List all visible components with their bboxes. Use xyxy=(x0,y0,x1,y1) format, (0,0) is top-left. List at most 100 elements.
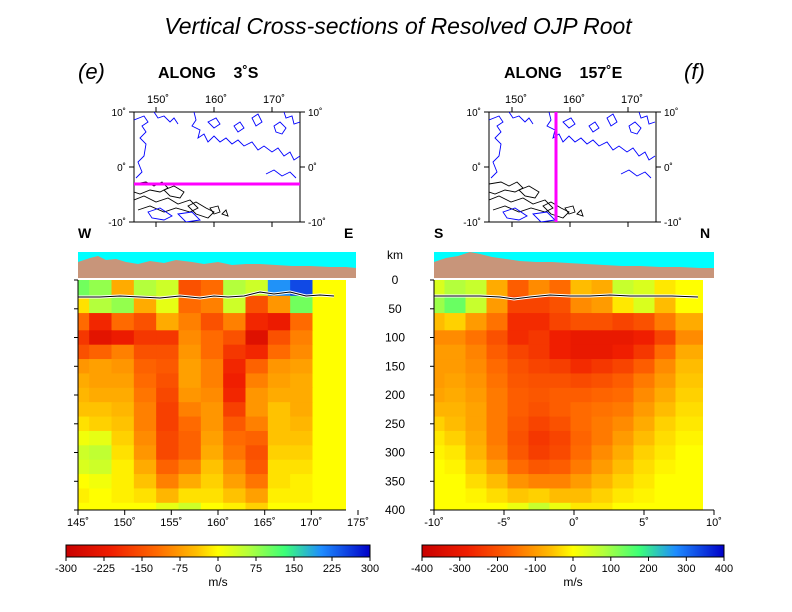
panel-e-letter: (e) xyxy=(78,59,105,84)
inset-f-right-tick: -10˚ xyxy=(664,217,682,229)
heatmap-cell xyxy=(312,474,346,490)
heatmap-cell xyxy=(133,502,157,510)
heatmap-cell xyxy=(570,488,593,504)
heatmap-cell xyxy=(245,387,269,403)
colorbar-tick-label: -150 xyxy=(131,563,153,575)
heatmap-cell xyxy=(312,359,346,375)
heatmap-cell xyxy=(549,313,572,331)
heatmap-cell xyxy=(245,330,269,346)
heatmap-cell xyxy=(434,488,446,504)
heatmap-cell xyxy=(200,344,224,360)
heatmap-cell xyxy=(444,502,467,510)
heatmap-cell xyxy=(591,488,614,504)
heatmap-cell xyxy=(156,402,180,418)
heatmap-cell xyxy=(570,359,593,375)
panel-f-letter: (f) xyxy=(684,59,705,84)
heatmap-cell xyxy=(444,387,467,403)
heatmap-cell xyxy=(245,459,269,475)
heatmap-cell xyxy=(434,373,446,389)
colorbar-tick-label: -400 xyxy=(411,563,433,575)
heatmap-cell xyxy=(223,416,247,432)
heatmap-cell xyxy=(111,330,135,346)
panel-f-heading: ALONG 157˚E xyxy=(504,65,623,82)
heatmap-cell xyxy=(612,474,635,490)
heatmap-cell xyxy=(312,445,346,461)
heatmap-cell xyxy=(465,295,488,314)
inset-e-top-tick: 170˚ xyxy=(263,94,285,106)
panel-e-side-left: W xyxy=(78,225,92,241)
heatmap-cell xyxy=(444,280,467,297)
panel-e-topography xyxy=(78,252,356,278)
heatmap-cell xyxy=(612,416,635,432)
heatmap-cell xyxy=(89,430,113,446)
x-tick-label: 165˚ xyxy=(254,517,276,529)
heatmap-cell xyxy=(267,295,291,314)
x-tick-label: 175˚ xyxy=(347,517,369,529)
heatmap-cell xyxy=(89,280,113,297)
heatmap-cell xyxy=(434,344,446,360)
heatmap-cell xyxy=(465,387,488,403)
heatmap-cell xyxy=(111,295,135,314)
heatmap-cell xyxy=(612,488,635,504)
heatmap-cell xyxy=(591,430,614,446)
heatmap-cell xyxy=(528,459,551,475)
heatmap-cell xyxy=(570,330,593,346)
heatmap-cell xyxy=(156,344,180,360)
colorbar-tick-label: -75 xyxy=(172,563,188,575)
heatmap-cell xyxy=(111,459,135,475)
heatmap-cell xyxy=(434,445,446,461)
heatmap-cell xyxy=(549,280,572,297)
heatmap-cell xyxy=(89,373,113,389)
inset-f-right-tick: 0˚ xyxy=(664,162,673,174)
heatmap-cell xyxy=(312,295,346,314)
heatmap-cell xyxy=(486,430,509,446)
heatmap-cell xyxy=(444,416,467,432)
heatmap-cell xyxy=(223,402,247,418)
heatmap-cell xyxy=(507,387,530,403)
heatmap-cell xyxy=(156,280,180,297)
heatmap-cell xyxy=(507,474,530,490)
heatmap-cell xyxy=(434,502,446,510)
heatmap-cell xyxy=(312,313,346,331)
heatmap-cell xyxy=(633,387,656,403)
heatmap-cell xyxy=(612,330,635,346)
depth-tick-label: 400 xyxy=(385,503,405,517)
heatmap-cell xyxy=(528,387,551,403)
heatmap-cell xyxy=(133,474,157,490)
panel-e-heatmap xyxy=(78,280,346,510)
heatmap-cell xyxy=(434,330,446,346)
heatmap-cell xyxy=(178,387,202,403)
heatmap-cell xyxy=(111,387,135,403)
heatmap-cell xyxy=(507,416,530,432)
colorbar-tick-label: 225 xyxy=(323,563,341,575)
panel-e: (e) ALONG 3˚S 150˚ 160˚ 170˚ 10˚ 0˚ -10˚… xyxy=(55,59,379,589)
heatmap-cell xyxy=(111,359,135,375)
heatmap-cell xyxy=(89,344,113,360)
heatmap-cell xyxy=(612,373,635,389)
heatmap-cell xyxy=(654,387,677,403)
heatmap-cell xyxy=(633,430,656,446)
heatmap-cell xyxy=(434,402,446,418)
heatmap-cell xyxy=(549,502,572,510)
panel-e-inset-map: 150˚ 160˚ 170˚ 10˚ 0˚ -10˚ 10˚ 0˚ -10˚ xyxy=(108,94,326,229)
inset-e-left-tick: 0˚ xyxy=(117,162,126,174)
heatmap-cell xyxy=(89,445,113,461)
heatmap-cell xyxy=(549,430,572,446)
heatmap-cell xyxy=(223,445,247,461)
heatmap-cell xyxy=(654,280,677,297)
heatmap-cell xyxy=(111,502,135,510)
heatmap-cell xyxy=(267,402,291,418)
heatmap-cell xyxy=(78,459,90,475)
heatmap-cell xyxy=(486,416,509,432)
heatmap-cell xyxy=(591,295,614,314)
heatmap-cell xyxy=(78,502,90,510)
heatmap-cell xyxy=(267,474,291,490)
heatmap-cell xyxy=(245,416,269,432)
heatmap-cell xyxy=(633,502,656,510)
heatmap-cell xyxy=(200,416,224,432)
heatmap-cell xyxy=(223,459,247,475)
heatmap-cell xyxy=(78,359,90,375)
heatmap-cell xyxy=(570,502,593,510)
heatmap-cell xyxy=(290,474,314,490)
heatmap-cell xyxy=(178,416,202,432)
